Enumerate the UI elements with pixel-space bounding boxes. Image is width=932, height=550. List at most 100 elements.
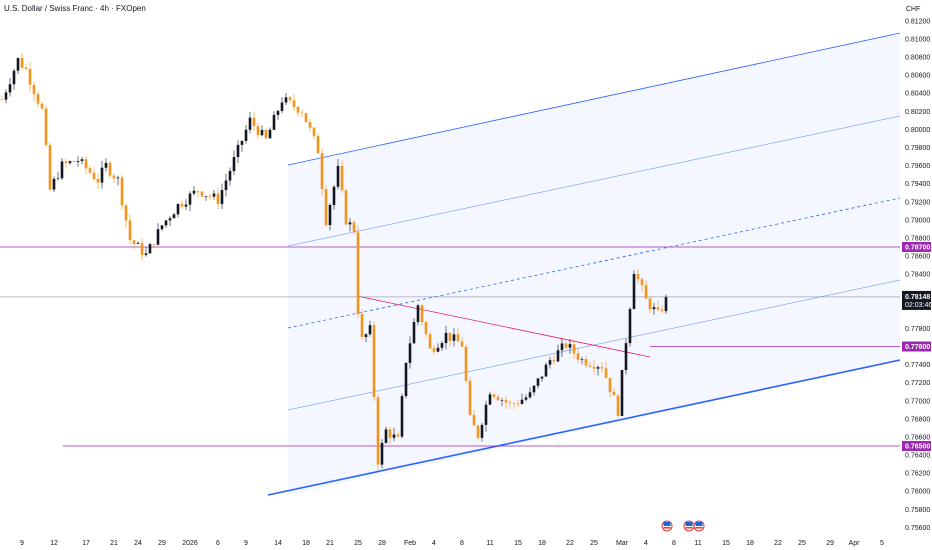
x-tick-label: 18 [746, 540, 754, 547]
candle-body [216, 193, 220, 205]
candle-body [220, 190, 224, 205]
candle-body [36, 94, 40, 104]
x-tick-label: 5 [880, 540, 884, 547]
price-axis [900, 0, 932, 550]
candle-body [148, 244, 152, 254]
candle-body [168, 218, 172, 221]
x-tick-label: 12 [50, 540, 58, 547]
candle-body [576, 353, 580, 360]
candle-body [264, 129, 268, 139]
candle-body [636, 274, 640, 280]
candle-body [368, 325, 372, 335]
countdown-label: 02:03:46 [905, 302, 932, 309]
level-price-tag [902, 242, 931, 252]
candle-body [540, 376, 544, 379]
candle-body [420, 305, 424, 323]
candle-body [508, 402, 512, 404]
candle-body [588, 365, 592, 367]
candle-body [632, 274, 636, 310]
candle-body [292, 100, 296, 107]
candle-body [592, 366, 596, 369]
candle-body [328, 204, 332, 225]
candle-body [516, 403, 520, 405]
candle-body [432, 348, 436, 352]
candle-body [16, 58, 20, 71]
candle-body [524, 397, 528, 400]
candle-body [32, 84, 36, 95]
candle-body [8, 84, 12, 93]
x-tick-label: 22 [566, 540, 574, 547]
candle-body [356, 232, 360, 315]
candle-body [440, 343, 444, 348]
us-flag-icon [685, 527, 693, 529]
y-tick-label: 0.76800 [905, 416, 930, 423]
candle-body [256, 125, 260, 136]
x-tick-label: 18 [302, 540, 310, 547]
candle-body [84, 159, 88, 169]
candle-body [612, 392, 616, 396]
candle-body [388, 429, 392, 438]
candle-body [192, 190, 196, 194]
candle-body [44, 108, 48, 145]
y-tick-label: 0.80600 [905, 73, 930, 80]
candle-body [184, 204, 188, 207]
x-tick-label: 9 [244, 540, 248, 547]
candle-body [136, 243, 140, 244]
y-tick-label: 0.77400 [905, 362, 930, 369]
candle-body [300, 112, 304, 114]
x-tick-label: 17 [82, 540, 90, 547]
candle-body [64, 161, 68, 164]
candle-body [424, 322, 428, 335]
candle-body [512, 403, 516, 405]
candle-body [352, 222, 356, 233]
x-tick-label: Mar [616, 540, 629, 547]
candle-body [280, 102, 284, 111]
y-tick-label: 0.79600 [905, 163, 930, 170]
chart-title: U.S. Dollar / Swiss Franc · 4h · FXOpen [4, 4, 146, 13]
candle-body [324, 189, 328, 225]
candle-body [528, 392, 532, 398]
candle-body [520, 399, 524, 404]
candle-body [348, 222, 352, 225]
x-tick-label: 29 [158, 540, 166, 547]
candle-body [140, 243, 144, 256]
x-tick-label: 15 [514, 540, 522, 547]
candle-body [564, 343, 568, 348]
candle-body [284, 97, 288, 103]
candle-body [552, 360, 556, 362]
level-price-label: 0.77600 [905, 344, 930, 351]
candle-body [400, 396, 404, 437]
candle-body [568, 344, 572, 348]
candle-body [240, 140, 244, 145]
x-tick-label: 29 [826, 540, 834, 547]
last-price-tag [902, 290, 931, 310]
candle-body [396, 434, 400, 437]
candle-body [228, 171, 232, 181]
candle-body [660, 309, 664, 312]
candle-body [580, 359, 584, 360]
candle-body [40, 103, 44, 109]
candle-body [120, 177, 124, 206]
candle-body [60, 161, 64, 179]
candle-body [480, 424, 484, 438]
y-tick-label: 0.81000 [905, 36, 930, 43]
candle-body [20, 58, 24, 68]
us-flag-icon [685, 522, 693, 526]
y-tick-label: 0.76000 [905, 489, 930, 496]
candle-body [116, 177, 120, 179]
candle-body [164, 220, 168, 226]
candle-body [132, 240, 136, 244]
x-tick-label: 24 [134, 540, 142, 547]
candle-body [620, 370, 624, 416]
candle-body [336, 165, 340, 187]
y-tick-label: 0.78400 [905, 272, 930, 279]
y-tick-label: 0.80000 [905, 127, 930, 134]
candle-body [88, 168, 92, 173]
candle-body [68, 161, 72, 164]
candle-body [644, 285, 648, 299]
trendline [356, 295, 651, 358]
candle-body [392, 434, 396, 438]
y-tick-label: 0.79000 [905, 217, 930, 224]
currency-label: CHF [906, 6, 920, 13]
